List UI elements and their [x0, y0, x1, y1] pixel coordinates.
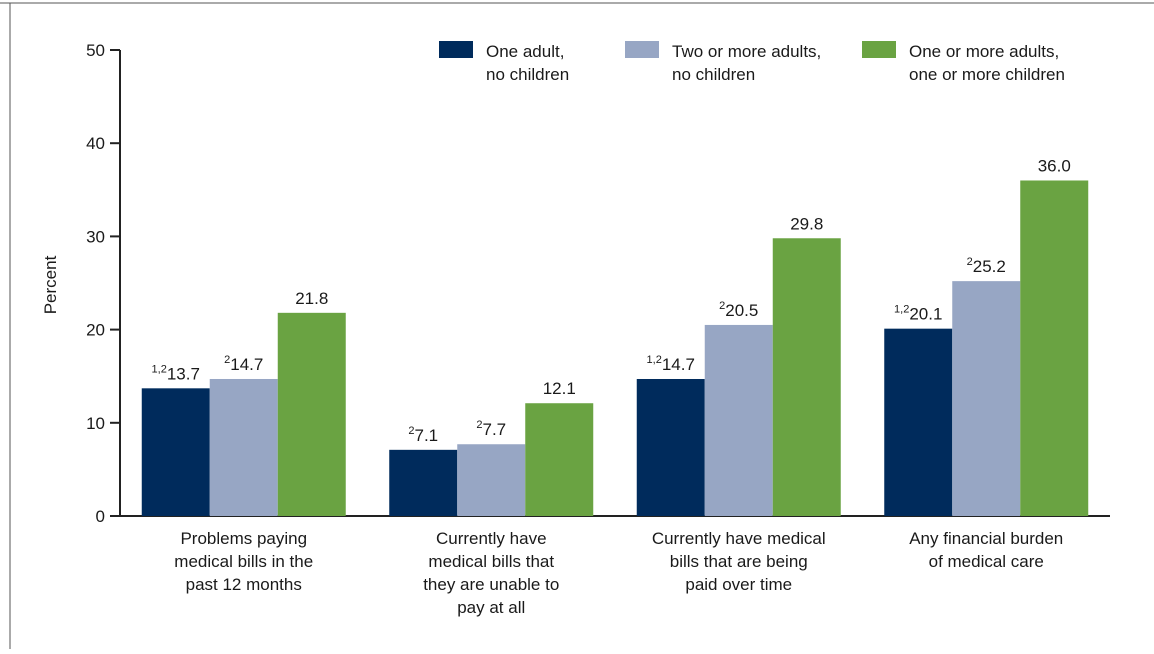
footnote-superscript: 2	[476, 419, 482, 431]
legend-label-line: no children	[486, 65, 569, 84]
bar-value-text: 13.7	[167, 364, 200, 383]
bar-value-label: 12.1	[543, 379, 576, 398]
category-label-line: bills that are being	[670, 552, 808, 571]
bar-value-label: 220.5	[719, 300, 758, 320]
footnote-superscript: 1,2	[647, 354, 662, 366]
y-tick-label: 10	[86, 414, 105, 433]
bar-value-label: 1,213.7	[152, 363, 200, 383]
bar	[277, 312, 346, 516]
bar-value-label: 1,214.7	[647, 354, 695, 374]
bar	[704, 324, 773, 516]
category-label-line: paid over time	[685, 575, 792, 594]
footnote-superscript: 1,2	[152, 363, 167, 375]
value-labels-layer: 1,213.7214.721.827.127.712.11,214.7220.5…	[152, 156, 1071, 444]
bar	[525, 403, 594, 516]
footnote-superscript: 2	[224, 354, 230, 366]
bar	[636, 378, 705, 516]
bar-value-label: 21.8	[295, 289, 328, 308]
bar-value-text: 20.5	[725, 301, 758, 320]
bars-layer	[141, 180, 1089, 517]
category-label-line: past 12 months	[186, 575, 302, 594]
bar	[884, 328, 953, 516]
category-label: Currently have medical bills that they are…	[423, 529, 559, 617]
legend-swatch	[625, 41, 659, 58]
bar-value-label: 29.8	[790, 214, 823, 233]
category-label-line: of medical care	[929, 552, 1044, 571]
legend-label-line: no children	[672, 65, 755, 84]
category-label-line: Any financial burden	[909, 529, 1063, 548]
legend-label: One or more adults, one or more children	[909, 42, 1065, 84]
category-label-line: Problems paying	[180, 529, 307, 548]
legend-swatch	[862, 41, 896, 58]
category-label: Currently have medical bills that are bei…	[652, 529, 826, 594]
category-labels-layer: Problems paying medical bills in the past …	[174, 529, 1063, 617]
bar-value-text: 14.7	[662, 355, 695, 374]
y-tick-label: 20	[86, 321, 105, 340]
category-label-line: medical bills that	[428, 552, 554, 571]
bar	[209, 378, 278, 516]
legend-label: Two or more adults, no children	[672, 42, 821, 84]
category-label: Problems paying medical bills in the past …	[174, 529, 313, 594]
y-tick-label: 50	[86, 41, 105, 60]
bar-value-text: 20.1	[909, 305, 942, 324]
category-label-line: Currently have	[436, 529, 547, 548]
category-label-line: Currently have medical	[652, 529, 826, 548]
legend-label-line: Two or more adults,	[672, 42, 821, 61]
y-tick-label: 30	[86, 227, 105, 246]
y-tick-label: 0	[96, 507, 105, 526]
bar-value-label: 36.0	[1038, 156, 1071, 175]
bar-value-label: 27.7	[476, 419, 506, 439]
bar-value-text: 7.1	[414, 426, 438, 445]
bar	[457, 444, 526, 516]
bar-value-label: 225.2	[967, 256, 1006, 276]
bar	[141, 388, 210, 516]
bar-value-text: 14.7	[230, 355, 263, 374]
category-label-line: they are unable to	[423, 575, 559, 594]
bar-value-label: 27.1	[408, 425, 438, 445]
bar	[1020, 180, 1089, 517]
bar-value-label: 214.7	[224, 354, 263, 374]
y-tick-label: 40	[86, 134, 105, 153]
legend-swatch	[439, 41, 473, 58]
legend-label: One adult, no children	[486, 42, 569, 84]
category-label-line: medical bills in the	[174, 552, 313, 571]
bar	[952, 281, 1021, 516]
category-label: Any financial burden of medical care	[909, 529, 1063, 571]
bar-value-text: 25.2	[973, 257, 1006, 276]
footnote-superscript: 1,2	[894, 304, 909, 316]
category-label-line: pay at all	[457, 598, 525, 617]
footnote-superscript: 2	[408, 425, 414, 437]
legend-label-line: one or more children	[909, 65, 1065, 84]
legend-label-line: One or more adults,	[909, 42, 1059, 61]
bar	[389, 449, 458, 516]
y-axis-title: Percent	[41, 255, 60, 314]
footnote-superscript: 2	[967, 256, 973, 268]
bar	[772, 238, 841, 516]
footnote-superscript: 2	[719, 300, 725, 312]
bar-value-text: 7.7	[482, 420, 506, 439]
legend-label-line: One adult,	[486, 42, 564, 61]
bar-value-label: 1,220.1	[894, 304, 942, 324]
